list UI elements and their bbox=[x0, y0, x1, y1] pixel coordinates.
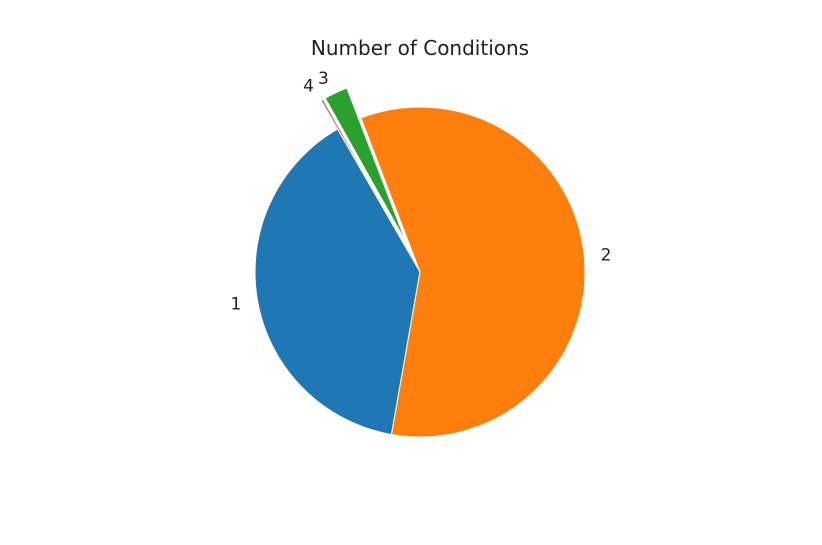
pie-slice-3 bbox=[324, 87, 407, 243]
pie-slice-2 bbox=[360, 106, 586, 438]
pie-slice-1 bbox=[254, 128, 421, 436]
pie-slice-4 bbox=[320, 98, 405, 244]
pie-slices bbox=[254, 87, 586, 438]
pie-label-1: 1 bbox=[230, 295, 241, 315]
chart-title: Number of Conditions bbox=[311, 36, 529, 60]
pie-labels: 1 2 34 bbox=[230, 69, 611, 315]
pie-label-2: 2 bbox=[601, 246, 612, 266]
pie-label-4: 4 bbox=[303, 77, 314, 97]
pie-label-3: 3 bbox=[318, 69, 329, 89]
